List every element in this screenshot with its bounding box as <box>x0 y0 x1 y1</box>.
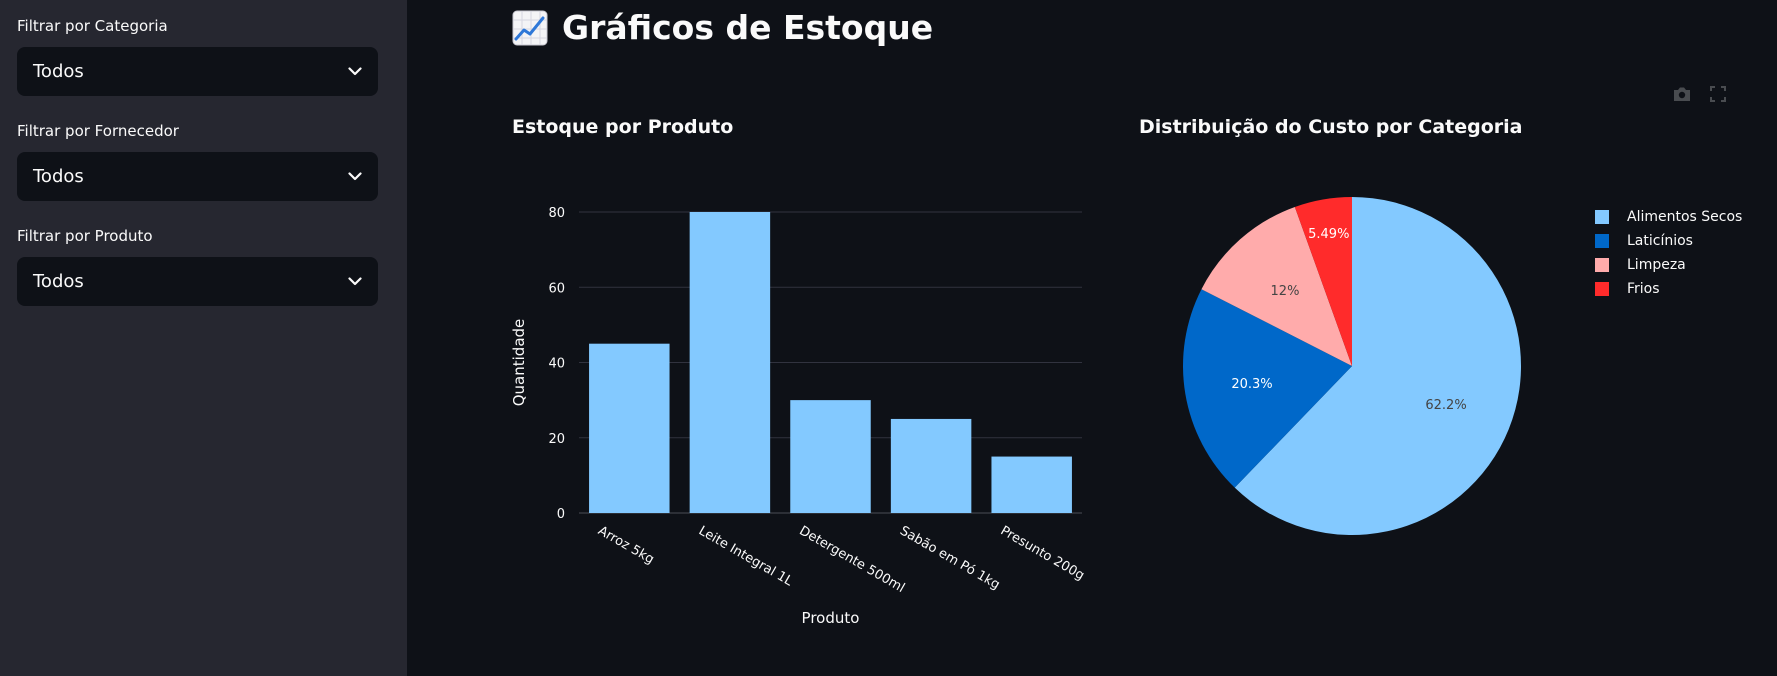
pie-slice <box>1183 289 1352 488</box>
legend-item[interactable]: Alimentos Secos <box>1595 205 1742 229</box>
chevron-down-icon <box>348 67 362 76</box>
legend-item[interactable]: Laticínios <box>1595 229 1742 253</box>
filter-produto-value: Todos <box>33 271 84 292</box>
y-tick-label: 40 <box>548 357 565 372</box>
y-tick-label: 0 <box>557 507 565 522</box>
camera-icon[interactable] <box>1672 86 1692 106</box>
bar <box>991 456 1072 513</box>
legend-item[interactable]: Limpeza <box>1595 253 1742 277</box>
pie-slice <box>1201 206 1352 366</box>
filter-fornecedor-value: Todos <box>33 166 84 187</box>
pie-slice <box>1234 197 1521 535</box>
pie-slice-label: 20.3% <box>1231 377 1272 392</box>
sidebar: Filtrar por Categoria Todos Filtrar por … <box>0 0 407 676</box>
pie-slice <box>1294 197 1352 366</box>
legend-swatch <box>1595 210 1609 224</box>
chevron-down-icon <box>348 277 362 286</box>
filter-categoria-select[interactable]: Todos <box>17 47 378 96</box>
filter-fornecedor-label: Filtrar por Fornecedor <box>17 122 179 140</box>
legend-label: Limpeza <box>1627 257 1686 273</box>
pie-slice-label: 5.49% <box>1308 227 1349 242</box>
legend-swatch <box>1595 282 1609 296</box>
fullscreen-icon[interactable] <box>1710 86 1726 106</box>
y-tick-label: 20 <box>548 432 565 447</box>
legend-label: Frios <box>1627 281 1660 297</box>
pie-slice-label: 12% <box>1271 284 1300 299</box>
y-tick-label: 60 <box>548 281 565 296</box>
legend-label: Alimentos Secos <box>1627 209 1743 225</box>
filter-categoria-value: Todos <box>33 61 84 82</box>
filter-fornecedor-select[interactable]: Todos <box>17 152 378 201</box>
pie-slice-label: 62.2% <box>1425 398 1466 413</box>
page-title: Gráficos de Estoque <box>512 8 933 47</box>
bar <box>589 343 670 513</box>
filter-produto-label: Filtrar por Produto <box>17 227 153 245</box>
bar-chart-title: Estoque por Produto <box>512 116 734 138</box>
legend-swatch <box>1595 258 1609 272</box>
bar <box>790 400 871 513</box>
page-title-text: Gráficos de Estoque <box>562 8 934 47</box>
y-tick-label: 80 <box>548 206 565 221</box>
legend-label: Laticínios <box>1627 233 1693 249</box>
chart-increasing-icon <box>512 10 548 46</box>
legend-swatch <box>1595 234 1609 248</box>
x-axis-label: Produto <box>802 609 860 627</box>
pie-legend: Alimentos Secos Laticínios Limpeza Frios <box>1595 205 1742 301</box>
filter-produto-select[interactable]: Todos <box>17 257 378 306</box>
legend-item[interactable]: Frios <box>1595 277 1742 301</box>
bar <box>689 212 771 513</box>
filter-categoria-label: Filtrar por Categoria <box>17 17 168 35</box>
main-content: Gráficos de Estoque <box>407 0 1777 676</box>
bar <box>890 418 972 513</box>
y-axis-label: Quantidade <box>510 319 528 407</box>
pie-chart-title: Distribuição do Custo por Categoria <box>1139 116 1523 138</box>
chevron-down-icon <box>348 172 362 181</box>
